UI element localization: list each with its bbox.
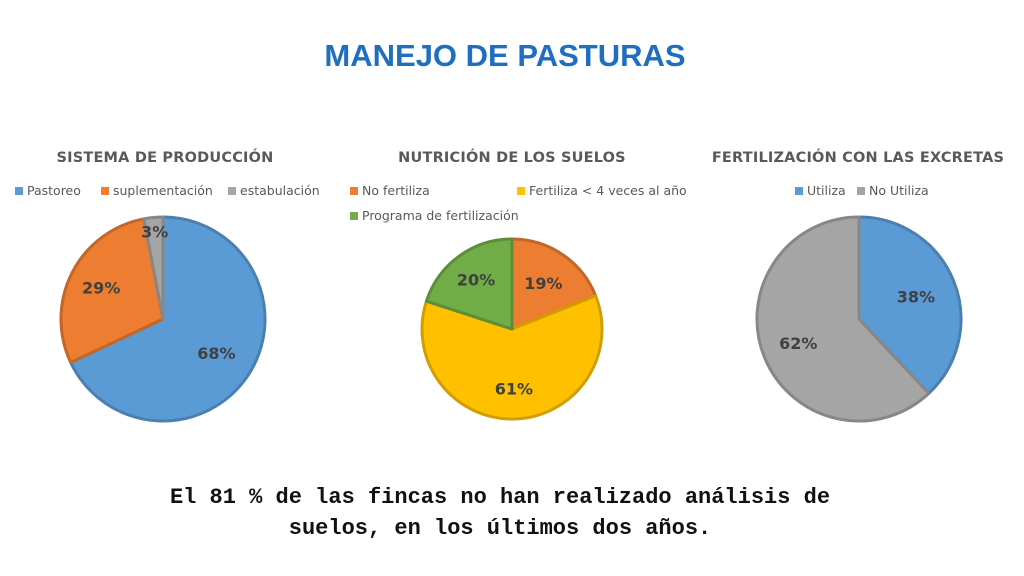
legend-label: Fertiliza < 4 veces al año: [529, 183, 687, 198]
legend-swatch: [15, 186, 23, 195]
chart-title: FERTILIZACIÓN CON LAS EXCRETAS: [711, 150, 1005, 166]
data-label-fertiliza-menos-4: 61%: [495, 379, 533, 398]
data-label-estabulacion: 3%: [141, 223, 168, 242]
legend-label: No Utiliza: [869, 183, 929, 198]
chart-sistema-produccion: SISTEMA DE PRODUCCIÓN Pastoreo suplement…: [0, 140, 335, 440]
legend-swatch: [101, 186, 109, 195]
chart-title: NUTRICIÓN DE LOS SUELOS: [398, 150, 626, 166]
legend-label: suplementación: [113, 183, 213, 198]
legend-swatch: [857, 186, 865, 195]
data-label-suplementacion: 29%: [82, 279, 120, 298]
legend-label: estabulación: [240, 183, 320, 198]
legend-swatch: [795, 186, 803, 195]
data-label-no-utiliza: 62%: [779, 334, 817, 353]
pie-labels: 38% 62%: [779, 288, 935, 354]
chart-title: SISTEMA DE PRODUCCIÓN: [56, 150, 274, 166]
legend-label: Programa de fertilización: [362, 208, 519, 223]
pie-labels: 19% 61% 20%: [457, 271, 563, 399]
data-label-programa-fertilizacion: 20%: [457, 271, 495, 290]
legend-item-suplementacion: suplementación: [101, 183, 213, 198]
legend-swatch: [517, 186, 525, 195]
pie-slice-fertiliza-menos-4: [420, 294, 604, 421]
pie-slices: [755, 215, 963, 423]
pie-slices: [420, 237, 604, 421]
data-label-pastoreo: 68%: [197, 344, 235, 363]
pie-slice-no-utiliza: [755, 215, 931, 423]
legend-label: Utiliza: [807, 183, 846, 198]
legend-item-utiliza: Utiliza: [795, 183, 846, 198]
pie-slice-suplementacion: [59, 217, 165, 364]
footer-statement: El 81 % de las fincas no han realizado a…: [0, 482, 1000, 544]
data-label-no-fertiliza: 19%: [524, 274, 562, 293]
pie-slice-pastoreo: [69, 215, 267, 423]
slide-title: MANEJO DE PASTURAS: [324, 38, 686, 73]
pie-slices: [59, 215, 267, 423]
pie-chart: 19% 61% 20%: [420, 237, 604, 421]
data-label-utiliza: 38%: [897, 288, 935, 307]
pie-slice-estabulacion: [142, 215, 165, 321]
pie-chart: 38% 62%: [755, 215, 963, 423]
legend-item-estabulacion: estabulación: [228, 183, 320, 198]
chart-nutricion-suelos: NUTRICIÓN DE LOS SUELOS No fertiliza Fer…: [342, 140, 687, 440]
chart-fertilizacion-excretas: FERTILIZACIÓN CON LAS EXCRETAS Utiliza N…: [688, 140, 1024, 440]
legend-item-pastoreo: Pastoreo: [15, 183, 81, 198]
legend-item-no-utiliza: No Utiliza: [857, 183, 929, 198]
footer-line: El 81 % de las fincas no han realizado a…: [169, 485, 831, 510]
legend-item-no-fertiliza: No fertiliza: [350, 183, 430, 198]
legend-swatch: [228, 186, 236, 195]
pie-slice-utiliza: [857, 215, 963, 395]
pie-slice-no-fertiliza: [510, 237, 598, 331]
legend-swatch: [350, 211, 358, 220]
legend-label: No fertiliza: [362, 183, 430, 198]
pie-chart: 68% 29% 3%: [59, 215, 267, 423]
legend-label: Pastoreo: [27, 183, 81, 198]
pie-slice-programa-fertilizacion: [424, 237, 514, 331]
legend-swatch: [350, 186, 358, 195]
legend-item-fertiliza-menos-4: Fertiliza < 4 veces al año: [517, 183, 687, 198]
legend-item-programa-fertilizacion: Programa de fertilización: [350, 208, 519, 223]
footer-line: suelos, en los últimos dos años.: [288, 516, 712, 541]
pie-labels: 68% 29% 3%: [82, 223, 235, 363]
